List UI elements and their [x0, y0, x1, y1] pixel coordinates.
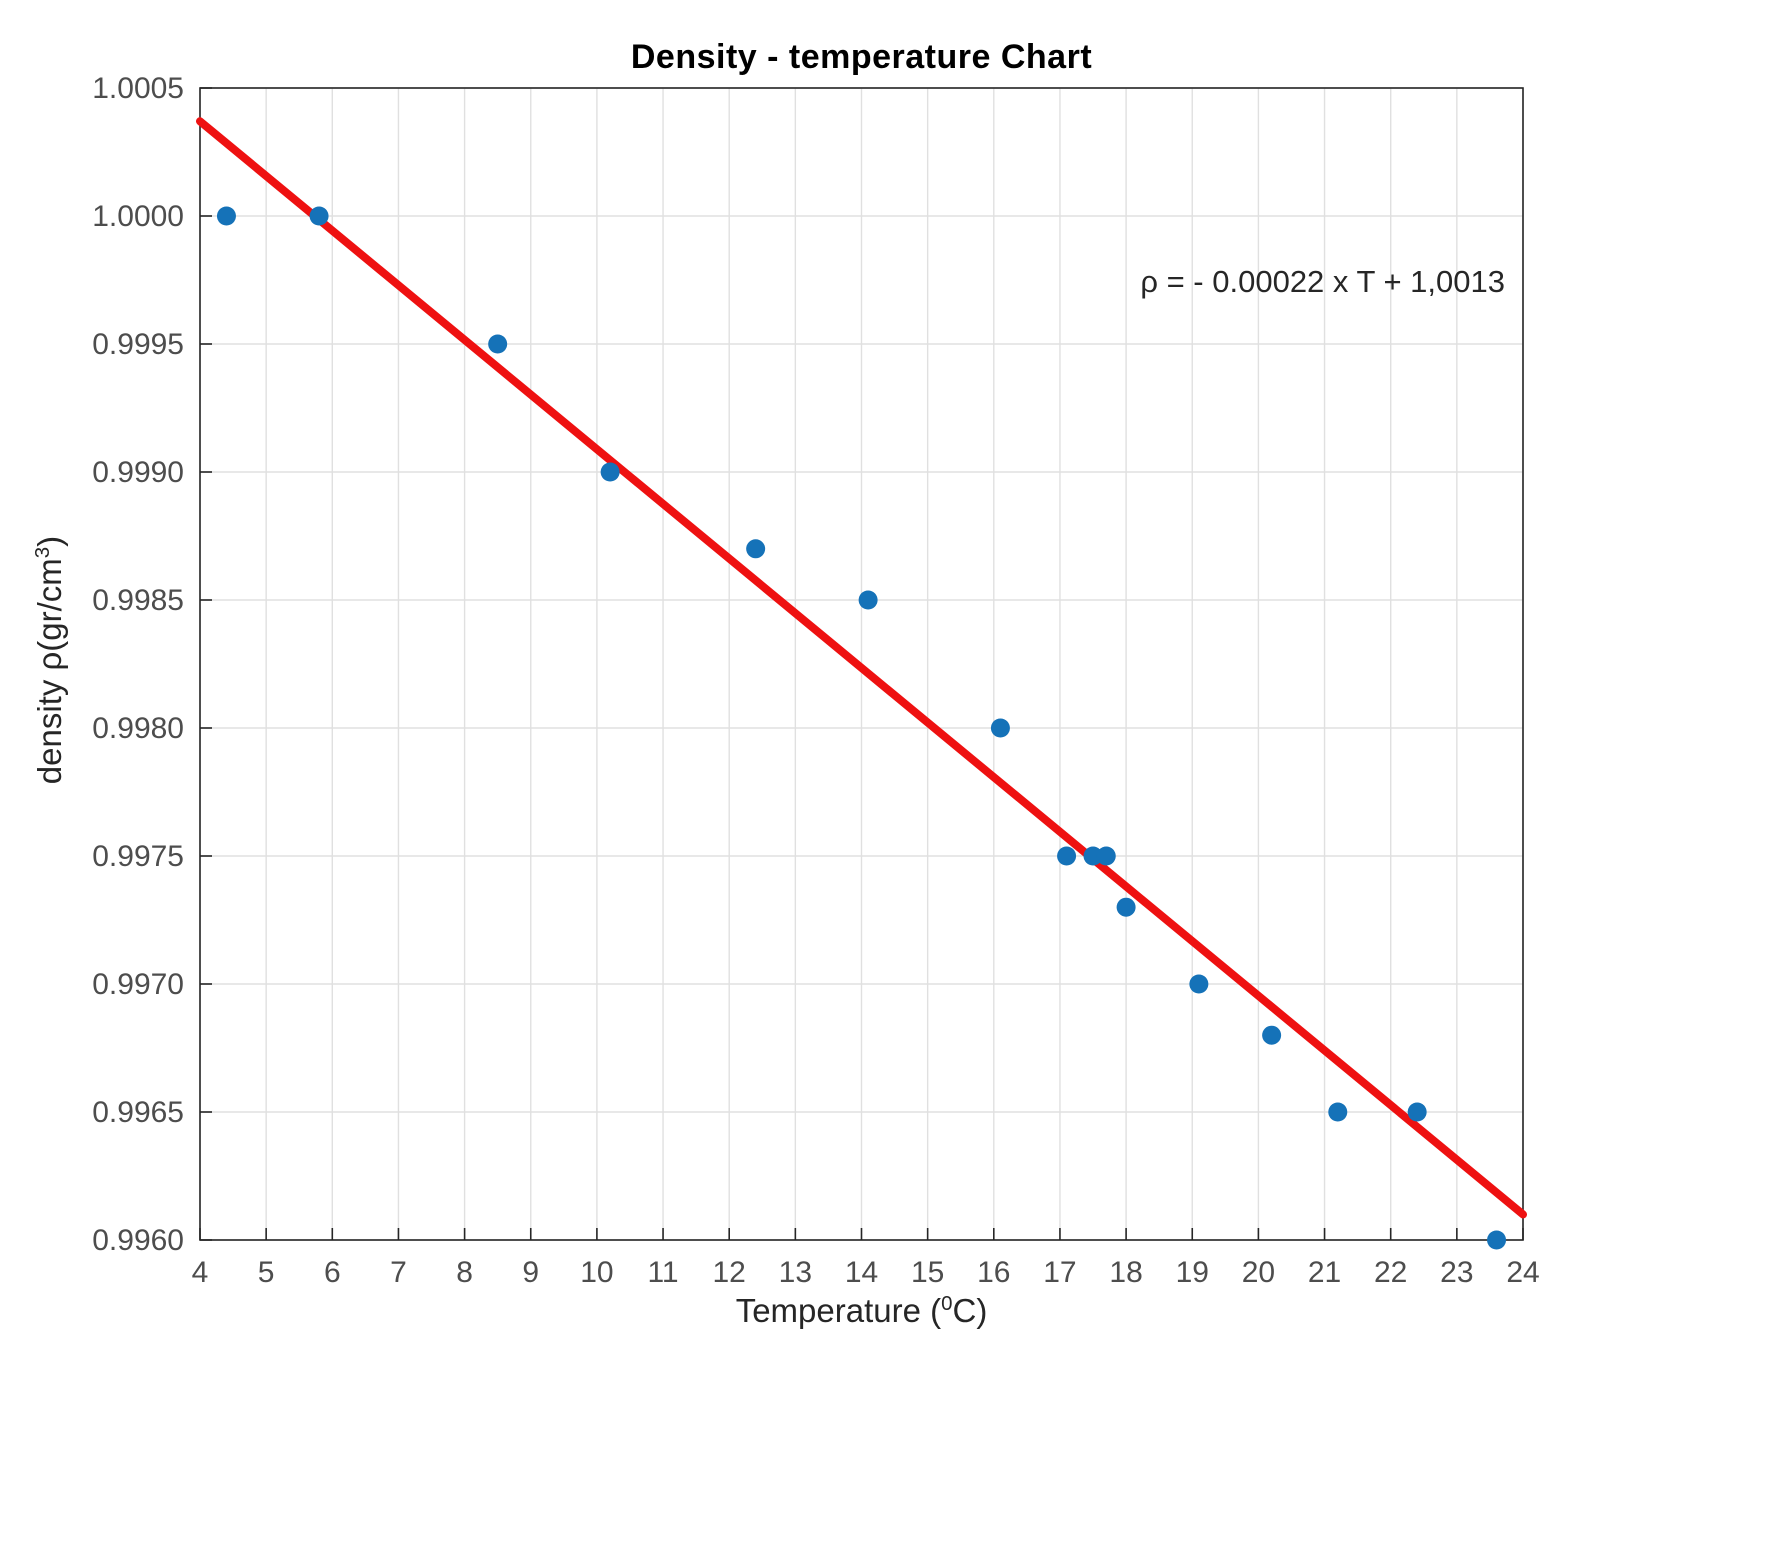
x-tick-label: 7 — [390, 1256, 407, 1289]
y-axis-label-end: ) — [31, 535, 68, 547]
fit-equation-text: ρ = - 0.00022 x T + 1,0013 — [1140, 264, 1505, 299]
y-tick-label: 0.9965 — [92, 1096, 184, 1129]
data-point — [1096, 846, 1116, 866]
y-tick-label: 0.9985 — [92, 584, 184, 617]
y-tick-label: 0.9975 — [92, 840, 184, 873]
x-axis-label-sup: 0 — [941, 1292, 953, 1315]
x-tick-label: 23 — [1440, 1256, 1473, 1289]
y-axis-label-sup: 3 — [31, 546, 54, 559]
y-tick-label: 0.9970 — [92, 968, 184, 1001]
data-point — [1083, 846, 1103, 866]
y-tick-label: 1.0000 — [92, 200, 184, 233]
data-point — [990, 718, 1010, 738]
x-axis-label: Temperature (0C) — [200, 1292, 1523, 1330]
data-point — [858, 590, 878, 610]
x-tick-label: 8 — [456, 1256, 473, 1289]
x-axis-label-text: Temperature ( — [735, 1292, 942, 1329]
data-point — [216, 206, 236, 226]
x-tick-label: 12 — [713, 1256, 746, 1289]
data-point — [1407, 1102, 1427, 1122]
data-point — [1262, 1025, 1282, 1045]
data-point — [488, 334, 508, 354]
x-tick-label: 13 — [779, 1256, 812, 1289]
y-tick-label: 0.9980 — [92, 712, 184, 745]
x-tick-label: 20 — [1242, 1256, 1275, 1289]
data-point — [1057, 846, 1077, 866]
data-point — [1487, 1230, 1507, 1250]
fit-equation-annotation: ρ = - 0.00022 x T + 1,0013 — [990, 264, 1505, 300]
y-tick-label: 0.9995 — [92, 328, 184, 361]
chart-title: Density - temperature Chart — [630, 38, 1093, 76]
x-tick-label: 5 — [258, 1256, 275, 1289]
y-tick-label: 1.0005 — [92, 72, 184, 105]
x-tick-label: 6 — [324, 1256, 341, 1289]
x-tick-label: 11 — [647, 1256, 678, 1289]
y-axis-label-text: density ρ(gr/cm — [31, 558, 68, 785]
data-point — [746, 539, 766, 559]
trend-line — [196, 117, 1527, 1219]
x-tick-label: 24 — [1506, 1256, 1539, 1289]
data-point — [1189, 974, 1209, 994]
x-tick-label: 22 — [1374, 1256, 1407, 1289]
y-tick-label: 0.9990 — [92, 456, 184, 489]
data-point — [1328, 1102, 1348, 1122]
x-tick-label: 17 — [1043, 1256, 1076, 1289]
x-tick-label: 10 — [580, 1256, 613, 1289]
x-tick-label: 16 — [977, 1256, 1010, 1289]
x-tick-label: 9 — [522, 1256, 539, 1289]
y-tick-label: 0.9960 — [92, 1224, 184, 1257]
x-axis-label-end: C) — [952, 1292, 988, 1329]
x-tick-label: 21 — [1308, 1256, 1341, 1289]
x-tick-label: 19 — [1176, 1256, 1209, 1289]
y-axis-label: density ρ(gr/cm3) — [31, 345, 75, 975]
data-point — [309, 206, 329, 226]
x-tick-label: 14 — [845, 1256, 878, 1289]
x-tick-label: 4 — [192, 1256, 209, 1289]
data-point — [1116, 897, 1136, 917]
x-tick-label: 15 — [911, 1256, 944, 1289]
data-point — [600, 462, 620, 482]
x-tick-label: 18 — [1109, 1256, 1142, 1289]
